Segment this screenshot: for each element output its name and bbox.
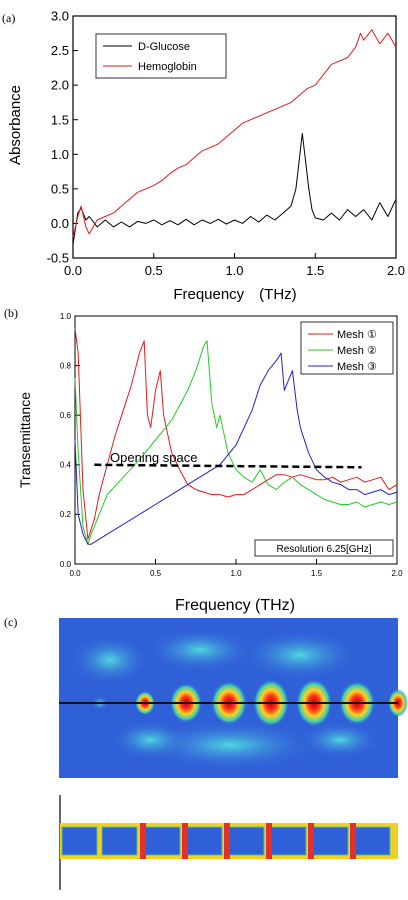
field-lobe <box>70 635 150 685</box>
legend-label-d-glucose: D-Glucose <box>138 41 190 53</box>
legend-label-mesh-1: Mesh ① <box>337 329 377 341</box>
y-tick-label: 0.0 <box>51 216 69 231</box>
x-tick-label: 0.5 <box>150 569 162 578</box>
field-lobe <box>240 630 360 680</box>
legend-box-b <box>300 321 394 375</box>
cross-section-cell <box>354 826 391 856</box>
y-tick-label: 1.5 <box>51 112 69 127</box>
y-tick-label: 2.0 <box>51 78 69 93</box>
x-axis-label-b: Frequency (THz) <box>175 597 295 614</box>
cross-section-cells <box>61 823 391 859</box>
cross-section-cell <box>144 826 181 856</box>
x-tick-label: 0.0 <box>64 263 82 278</box>
x-tick-label: 2.0 <box>391 569 403 578</box>
field-lobe <box>110 720 190 760</box>
legend-b: Mesh ① Mesh ② Mesh ③ <box>300 321 394 375</box>
y-tick-label: 0.5 <box>51 181 69 196</box>
x-axis-label-a: Frequency (THz) <box>173 286 296 303</box>
y-tick-label: 0.4 <box>60 461 72 470</box>
y-tick-label: 1.0 <box>51 147 69 162</box>
legend-a: D-Glucose Hemoglobin <box>95 33 227 79</box>
field-lobe <box>145 628 255 672</box>
annotation-b: Opening space <box>94 450 362 469</box>
cross-section-hotspot <box>350 823 356 859</box>
cross-section-cell <box>61 826 98 856</box>
resolution-label: Resolution 6.25[GHz] <box>276 544 371 555</box>
y-axis-a: -0.5 0.0 0.5 1.0 1.5 2.0 2.5 3.0 <box>47 9 78 266</box>
legend-label-mesh-3: Mesh ③ <box>337 361 377 373</box>
x-tick-label: 1.0 <box>230 569 242 578</box>
resolution-frame <box>254 539 394 557</box>
cross-section-hotspot <box>308 823 314 859</box>
x-tick-label: 1.5 <box>306 263 324 278</box>
y-tick-label: 3.0 <box>51 9 69 24</box>
series-b <box>74 328 398 545</box>
legend-label-mesh-2: Mesh ② <box>337 345 377 357</box>
y-axis-label-a: Absorbance <box>7 85 24 165</box>
series-line-1 <box>72 133 397 245</box>
y-tick-label: 0.2 <box>60 510 72 519</box>
opening-space-label: Opening space <box>110 450 197 465</box>
x-tick-label: 0.0 <box>69 569 81 578</box>
cross-section-hotspot <box>182 823 188 859</box>
series-a <box>72 29 397 245</box>
y-tick-label: 0.6 <box>60 411 72 420</box>
y-tick-label: 0.0 <box>60 560 72 569</box>
y-tick-label: 0.8 <box>60 361 72 370</box>
cross-section-cell <box>312 826 349 856</box>
field-map-cross-section <box>59 795 398 890</box>
cross-section-cell <box>186 826 223 856</box>
opening-space-line <box>94 463 362 469</box>
cross-section-hotspot <box>140 823 146 859</box>
cross-section-cell <box>228 826 265 856</box>
field-lobe <box>300 722 380 758</box>
resolution-box: Resolution 6.25[GHz] <box>254 539 394 557</box>
y-tick-label: 1.0 <box>60 312 72 321</box>
y-axis-b: 0.0 0.2 0.4 0.6 0.8 1.0 <box>60 312 80 569</box>
panel-c: (c) <box>4 615 408 890</box>
panel-c-label: (c) <box>4 615 17 629</box>
cross-section-hotspot <box>266 823 272 859</box>
x-tick-label: 1.5 <box>311 569 323 578</box>
panel-a-label: (a) <box>2 11 15 25</box>
series-line-2 <box>74 340 398 545</box>
panel-b-label: (b) <box>4 306 18 320</box>
panel-a: (a) -0.50.00.51.01.52.02.53.0 0.0 0.5 1.0 1… <box>2 9 405 303</box>
series-line-3 <box>74 352 398 545</box>
x-tick-label: 0.5 <box>145 263 163 278</box>
field-map-top <box>59 618 408 778</box>
x-tick-label: 1.0 <box>225 263 243 278</box>
x-tick-label: 2.0 <box>387 263 405 278</box>
y-axis-label-b: Transemittance <box>17 392 33 488</box>
cross-section-hotspot <box>224 823 230 859</box>
panel-b: (b) 0.0 0.2 0.4 0.6 0.8 1.0 0.0 0.5 1.0 1.5 2.0 O… <box>4 306 403 614</box>
series-line-2 <box>72 29 397 238</box>
y-tick-label: 2.5 <box>51 43 69 58</box>
x-axis-a: 0.0 0.5 1.0 1.5 2.0 <box>64 253 405 278</box>
legend-label-hemoglobin: Hemoglobin <box>138 61 197 73</box>
legend-box-a <box>95 33 227 79</box>
x-axis-b: 0.0 0.5 1.0 1.5 2.0 <box>69 559 403 578</box>
cross-section-cell <box>101 826 138 856</box>
series-line-1 <box>74 328 398 540</box>
y-tick-label: -0.5 <box>47 251 69 266</box>
cross-section-cell <box>270 826 307 856</box>
